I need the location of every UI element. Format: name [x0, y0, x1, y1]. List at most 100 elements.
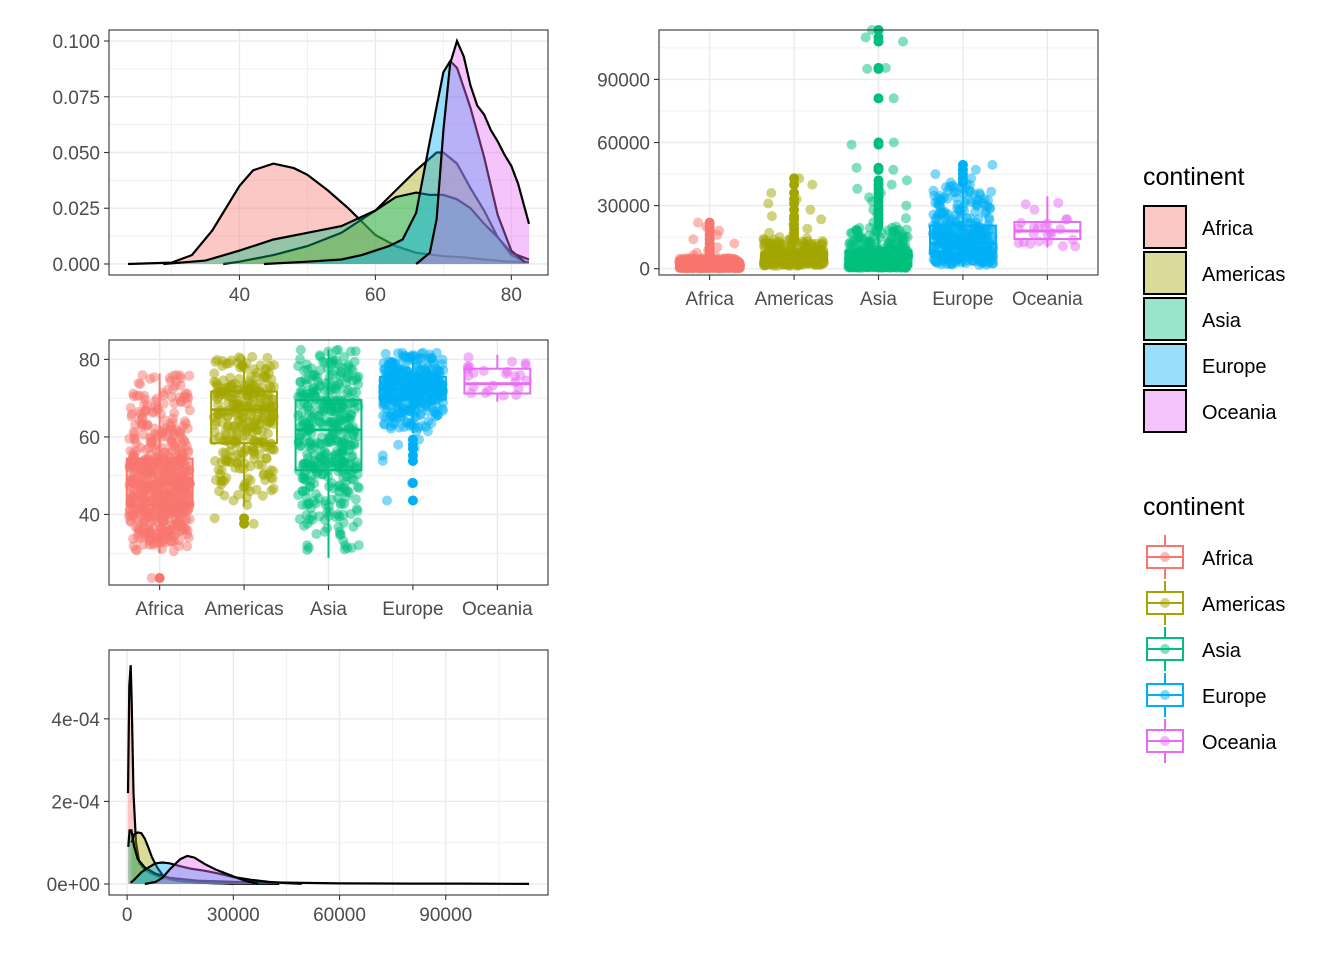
outlier-point [957, 159, 968, 170]
legend-key-africa [1146, 535, 1184, 579]
data-point [235, 446, 246, 457]
data-point [238, 406, 249, 417]
data-point [763, 198, 774, 209]
x-tick-label: Africa [135, 599, 184, 620]
data-point [267, 410, 277, 421]
legend-title: continent [1143, 493, 1245, 521]
data-point [258, 373, 269, 384]
data-point [894, 239, 905, 250]
data-point [336, 498, 347, 509]
data-point [408, 417, 419, 428]
data-point [304, 514, 315, 525]
data-point [210, 356, 221, 367]
data-point [983, 247, 994, 258]
data-point [720, 254, 731, 265]
data-point [149, 428, 160, 439]
data-point [412, 354, 423, 365]
data-point [984, 202, 995, 213]
data-point [520, 360, 531, 370]
data-point [802, 223, 813, 234]
panel-2: 0 30000 60000 90000 Africa Americas Asia Europe… [597, 24, 1099, 310]
legend-key-asia [1146, 627, 1184, 671]
data-point [166, 436, 177, 447]
data-point [158, 535, 169, 546]
data-point [930, 169, 941, 180]
data-point [351, 460, 362, 471]
data-point [171, 376, 182, 387]
data-point [141, 506, 152, 517]
data-point [242, 416, 253, 427]
x-tick-label: Oceania [1012, 289, 1083, 310]
data-point [308, 496, 319, 507]
data-point [230, 462, 241, 473]
data-point [1029, 204, 1040, 215]
data-point [888, 93, 899, 104]
data-point [766, 188, 777, 198]
data-point [337, 457, 348, 468]
data-point [152, 499, 163, 510]
data-point [1043, 236, 1054, 247]
density-area-americas [223, 152, 525, 264]
data-point [337, 466, 348, 477]
data-point [220, 435, 230, 446]
data-point [327, 424, 338, 435]
data-point [133, 471, 144, 482]
data-point [269, 444, 280, 455]
data-point [984, 224, 995, 235]
data-point [183, 447, 194, 458]
data-point [249, 422, 260, 433]
data-point [324, 372, 335, 383]
data-point [330, 449, 340, 460]
data-point [295, 344, 306, 355]
data-point [242, 386, 253, 396]
legend-point [1160, 552, 1170, 562]
data-point [145, 436, 156, 447]
legend-2: continent Africa Americas Asia Europe Oceania [1143, 493, 1285, 763]
data-point [1062, 214, 1073, 225]
data-point [209, 427, 220, 438]
data-point [398, 350, 409, 361]
data-point [969, 189, 980, 199]
data-point [347, 450, 358, 461]
data-point [296, 385, 307, 396]
x-tick-label: Asia [310, 599, 347, 620]
legend-key-oceania [1146, 719, 1184, 763]
data-point [502, 366, 513, 377]
data-point [184, 370, 195, 381]
outlier-point [873, 175, 884, 186]
data-point [160, 459, 171, 470]
data-point [478, 365, 489, 376]
data-point [319, 450, 330, 461]
data-point [428, 356, 439, 367]
x-tick-label: 90000 [419, 905, 472, 926]
legend-point [1160, 736, 1170, 746]
data-point [854, 254, 865, 265]
data-point [725, 262, 736, 273]
data-point [133, 523, 144, 533]
data-point [393, 439, 404, 450]
data-point [314, 350, 325, 361]
data-point [693, 217, 703, 228]
data-point [352, 505, 363, 516]
data-point [145, 464, 156, 475]
data-point [135, 459, 146, 470]
data-point [416, 402, 427, 413]
y-tick-label: 0.100 [52, 32, 100, 53]
data-point [866, 261, 877, 272]
y-tick-label: 80 [79, 350, 100, 371]
data-point [862, 63, 873, 74]
data-point [860, 32, 871, 43]
data-point [345, 346, 356, 357]
data-point [432, 394, 443, 405]
data-point [348, 397, 359, 408]
panel-4: 0e+00 2e-04 4e-04 0 30000 60000 90000 [47, 649, 549, 926]
data-point [239, 430, 250, 441]
x-tick-label: 30000 [207, 905, 260, 926]
legend-key-americas [1146, 581, 1184, 625]
jitter-points-americas [758, 173, 829, 271]
data-point [406, 402, 417, 413]
data-point [930, 248, 940, 259]
data-point [247, 404, 258, 414]
data-point [262, 352, 273, 363]
